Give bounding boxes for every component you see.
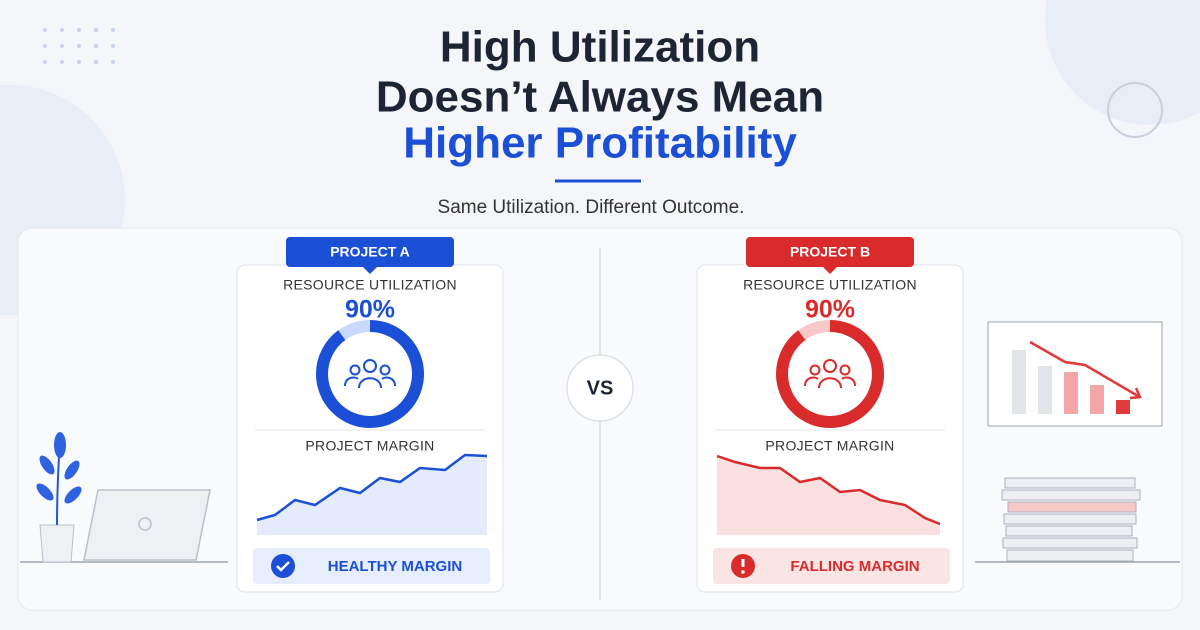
icon-body bbox=[381, 376, 396, 387]
margin-line bbox=[716, 454, 941, 526]
icon-head bbox=[839, 364, 851, 376]
badge-pointer bbox=[823, 267, 837, 274]
icon-body bbox=[841, 376, 856, 387]
utilization-value: 90% bbox=[345, 296, 395, 324]
margin-label: PROJECT MARGIN bbox=[305, 438, 434, 454]
vs-circle bbox=[566, 354, 634, 422]
icon-head bbox=[823, 359, 837, 373]
badge bbox=[746, 237, 914, 267]
icon-head bbox=[363, 359, 377, 373]
status-icon bbox=[271, 554, 295, 578]
title-line: High Utilization bbox=[440, 23, 760, 72]
badge bbox=[286, 237, 454, 267]
people-icon bbox=[804, 359, 856, 389]
falling-chart-illustration bbox=[987, 321, 1163, 427]
icon-body bbox=[344, 376, 359, 387]
donut-arc bbox=[776, 320, 884, 428]
decor-circle bbox=[1045, 0, 1200, 125]
margin-label: PROJECT MARGIN bbox=[765, 438, 894, 454]
icon-head bbox=[809, 364, 821, 376]
margin-area bbox=[257, 455, 487, 535]
icon-head bbox=[349, 364, 361, 376]
margin-line bbox=[256, 453, 488, 522]
badge-pointer bbox=[363, 267, 377, 274]
project-card: PROJECT B RESOURCE UTILIZATION 90% PROJECT … bbox=[696, 237, 964, 593]
badge-label: PROJECT B bbox=[790, 244, 870, 260]
status-box bbox=[253, 548, 490, 584]
vs-label: VS bbox=[587, 377, 614, 399]
status-label: HEALTHY MARGIN bbox=[328, 558, 462, 575]
status-check bbox=[276, 561, 290, 572]
project-card: PROJECT A RESOURCE UTILIZATION 90% PROJECT … bbox=[236, 237, 504, 593]
status-box bbox=[713, 548, 950, 584]
decor-ring bbox=[1107, 82, 1163, 138]
utilization-value: 90% bbox=[805, 296, 855, 324]
icon-body bbox=[804, 376, 819, 387]
subtitle: Same Utilization. Different Outcome. bbox=[438, 197, 745, 218]
title-line: Higher Profitability bbox=[403, 119, 797, 168]
utilization-label: RESOURCE UTILIZATION bbox=[283, 277, 457, 293]
people-icon bbox=[344, 359, 396, 389]
title-line: Doesn’t Always Mean bbox=[376, 73, 824, 122]
plant-laptop-illustration bbox=[20, 432, 228, 563]
papers-illustration bbox=[975, 477, 1180, 563]
margin-area bbox=[717, 456, 940, 535]
icon-body bbox=[358, 377, 382, 389]
status-label: FALLING MARGIN bbox=[790, 558, 919, 575]
badge-label: PROJECT A bbox=[330, 244, 410, 260]
icon-head bbox=[379, 364, 391, 376]
utilization-label: RESOURCE UTILIZATION bbox=[743, 277, 917, 293]
icon-body bbox=[818, 377, 842, 389]
donut-arc bbox=[316, 320, 424, 428]
decor-dots bbox=[43, 28, 115, 64]
status-exclaim-dot bbox=[741, 570, 745, 574]
